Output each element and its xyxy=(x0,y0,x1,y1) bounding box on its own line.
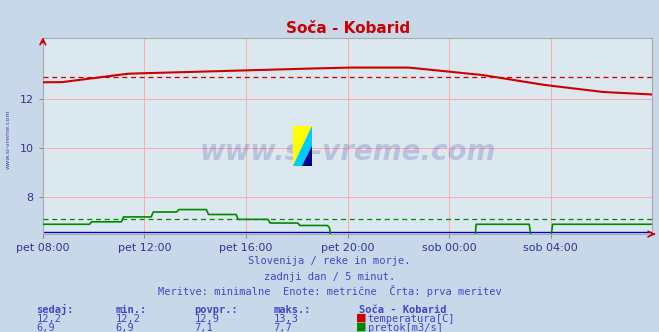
Text: sedaj:: sedaj: xyxy=(36,304,74,315)
Text: Meritve: minimalne  Enote: metrične  Črta: prva meritev: Meritve: minimalne Enote: metrične Črta:… xyxy=(158,285,501,297)
Text: 7,1: 7,1 xyxy=(194,323,213,332)
Text: www.si-vreme.com: www.si-vreme.com xyxy=(200,138,496,166)
Text: zadnji dan / 5 minut.: zadnji dan / 5 minut. xyxy=(264,272,395,282)
Text: 6,9: 6,9 xyxy=(36,323,55,332)
Title: Soča - Kobarid: Soča - Kobarid xyxy=(285,21,410,36)
Polygon shape xyxy=(302,146,312,166)
Text: 7,7: 7,7 xyxy=(273,323,292,332)
Text: 12,2: 12,2 xyxy=(36,314,61,324)
Text: ■: ■ xyxy=(356,322,366,332)
Text: 12,2: 12,2 xyxy=(115,314,140,324)
Text: min.:: min.: xyxy=(115,305,146,315)
Text: Soča - Kobarid: Soča - Kobarid xyxy=(359,305,447,315)
Text: 12,9: 12,9 xyxy=(194,314,219,324)
Polygon shape xyxy=(293,126,312,166)
Text: maks.:: maks.: xyxy=(273,305,311,315)
Text: pretok[m3/s]: pretok[m3/s] xyxy=(368,323,443,332)
Polygon shape xyxy=(293,126,312,166)
Text: 6,9: 6,9 xyxy=(115,323,134,332)
Text: www.si-vreme.com: www.si-vreme.com xyxy=(5,110,11,169)
Text: ■: ■ xyxy=(356,313,366,323)
Text: 13,3: 13,3 xyxy=(273,314,299,324)
Text: Slovenija / reke in morje.: Slovenija / reke in morje. xyxy=(248,256,411,266)
Text: povpr.:: povpr.: xyxy=(194,305,238,315)
Text: temperatura[C]: temperatura[C] xyxy=(368,314,455,324)
